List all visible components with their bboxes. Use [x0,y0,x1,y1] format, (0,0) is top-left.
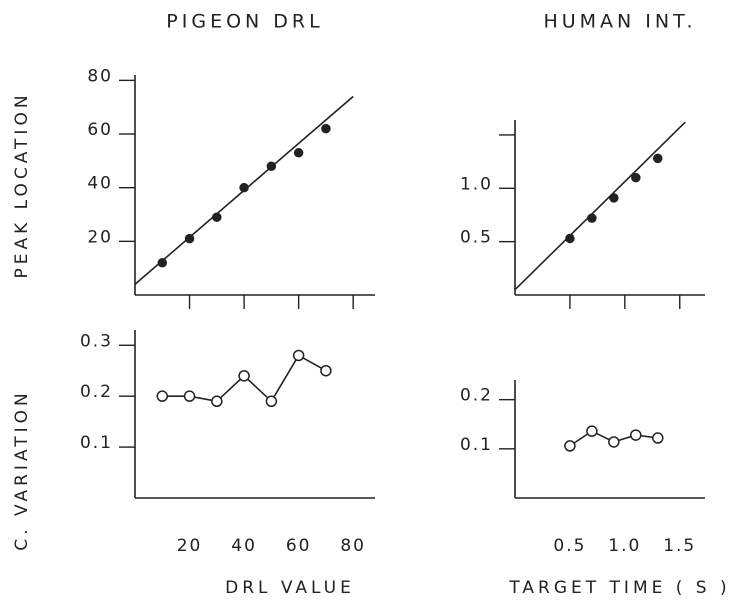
y-tick-label: 80 [87,66,113,86]
x-axis-label: TARGET TIME ( S ) [508,578,730,598]
data-point [630,429,642,441]
data-point [609,193,619,203]
data-point [608,436,620,448]
panel-title: HUMAN INT. [543,11,696,33]
data-point [184,233,195,244]
data-point [564,440,576,452]
x-tick-label: 20 [177,536,203,556]
data-point [183,390,196,402]
y-axis-label: PEAK LOCATION [12,91,32,278]
data-point [587,213,597,223]
x-tick-label: 0.5 [553,536,586,556]
series-line [134,95,354,285]
x-tick-label: 60 [286,536,312,556]
y-tick-label: 0.2 [460,386,493,406]
x-tick-label: 1.0 [608,536,641,556]
x-axis-label: DRL VALUE [225,578,355,598]
y-tick-label: 0.3 [80,331,113,351]
data-point [320,364,332,377]
y-tick-label: 0.5 [460,228,493,248]
data-point [292,349,305,362]
x-tick-label: 80 [340,536,366,556]
y-tick-label: 0.1 [460,435,493,455]
data-point [238,370,250,382]
data-point [653,153,663,164]
data-point [211,395,223,408]
y-tick-label: 1.0 [460,174,493,194]
data-point [156,390,169,402]
data-point [652,432,664,444]
panel-title: PIGEON DRL [166,11,323,33]
y-tick-label: 40 [87,174,113,194]
data-point [631,172,641,183]
y-tick-label: 20 [87,227,113,247]
x-tick-label: 40 [231,536,257,556]
data-point [157,258,168,268]
data-point [265,395,278,408]
data-point [293,148,304,158]
y-axis-label: C. VARIATION [12,389,32,550]
x-tick-label: 1.5 [663,536,696,556]
y-tick-label: 60 [87,120,113,140]
y-tick-label: 0.1 [80,433,113,453]
series-line [514,121,686,291]
data-point [321,123,331,134]
data-point [586,425,598,437]
y-tick-label: 0.2 [80,382,113,402]
